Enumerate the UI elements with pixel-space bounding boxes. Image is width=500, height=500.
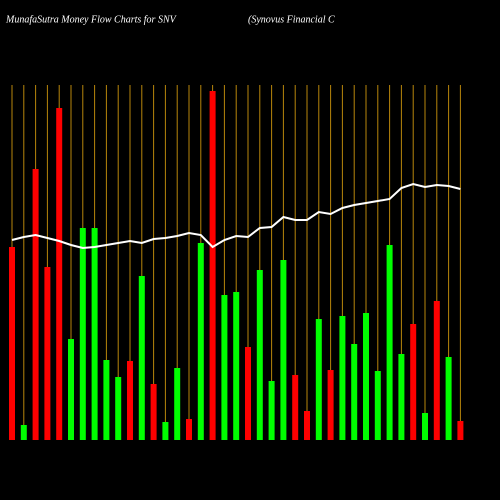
bar (56, 108, 63, 440)
bar (44, 267, 51, 440)
bar (115, 377, 122, 440)
bar (256, 270, 263, 440)
bar (20, 425, 27, 440)
bar (315, 319, 322, 440)
bar (363, 313, 369, 440)
bar (9, 247, 15, 440)
bar (68, 339, 74, 440)
bar (138, 276, 145, 440)
bar (422, 413, 428, 440)
bar (292, 375, 299, 440)
bar (162, 422, 169, 440)
bar (150, 384, 157, 440)
bar (103, 360, 110, 440)
bar (374, 371, 381, 440)
bar (127, 361, 133, 440)
bar (91, 228, 98, 440)
chart-subtitle: (Synovus Financial C (248, 14, 335, 25)
bar (339, 316, 346, 440)
bar (445, 357, 452, 440)
bar (304, 411, 310, 440)
bar (197, 243, 204, 440)
bar (233, 292, 240, 440)
bar (174, 368, 181, 440)
bar (268, 381, 275, 440)
chart-title: MunafaSutra Money Flow Charts for SNV (5, 14, 178, 25)
bar (32, 169, 39, 440)
money-flow-line (11, 182, 461, 250)
bar (186, 419, 192, 440)
bar (457, 421, 464, 440)
bar (209, 91, 216, 440)
bar (433, 301, 440, 440)
bar (245, 347, 251, 440)
bar (410, 324, 417, 440)
bar (386, 245, 393, 440)
bar (327, 370, 334, 440)
bar (79, 228, 86, 440)
bar (398, 354, 405, 440)
bar (221, 295, 228, 440)
bar (280, 260, 287, 440)
bar (351, 344, 358, 440)
